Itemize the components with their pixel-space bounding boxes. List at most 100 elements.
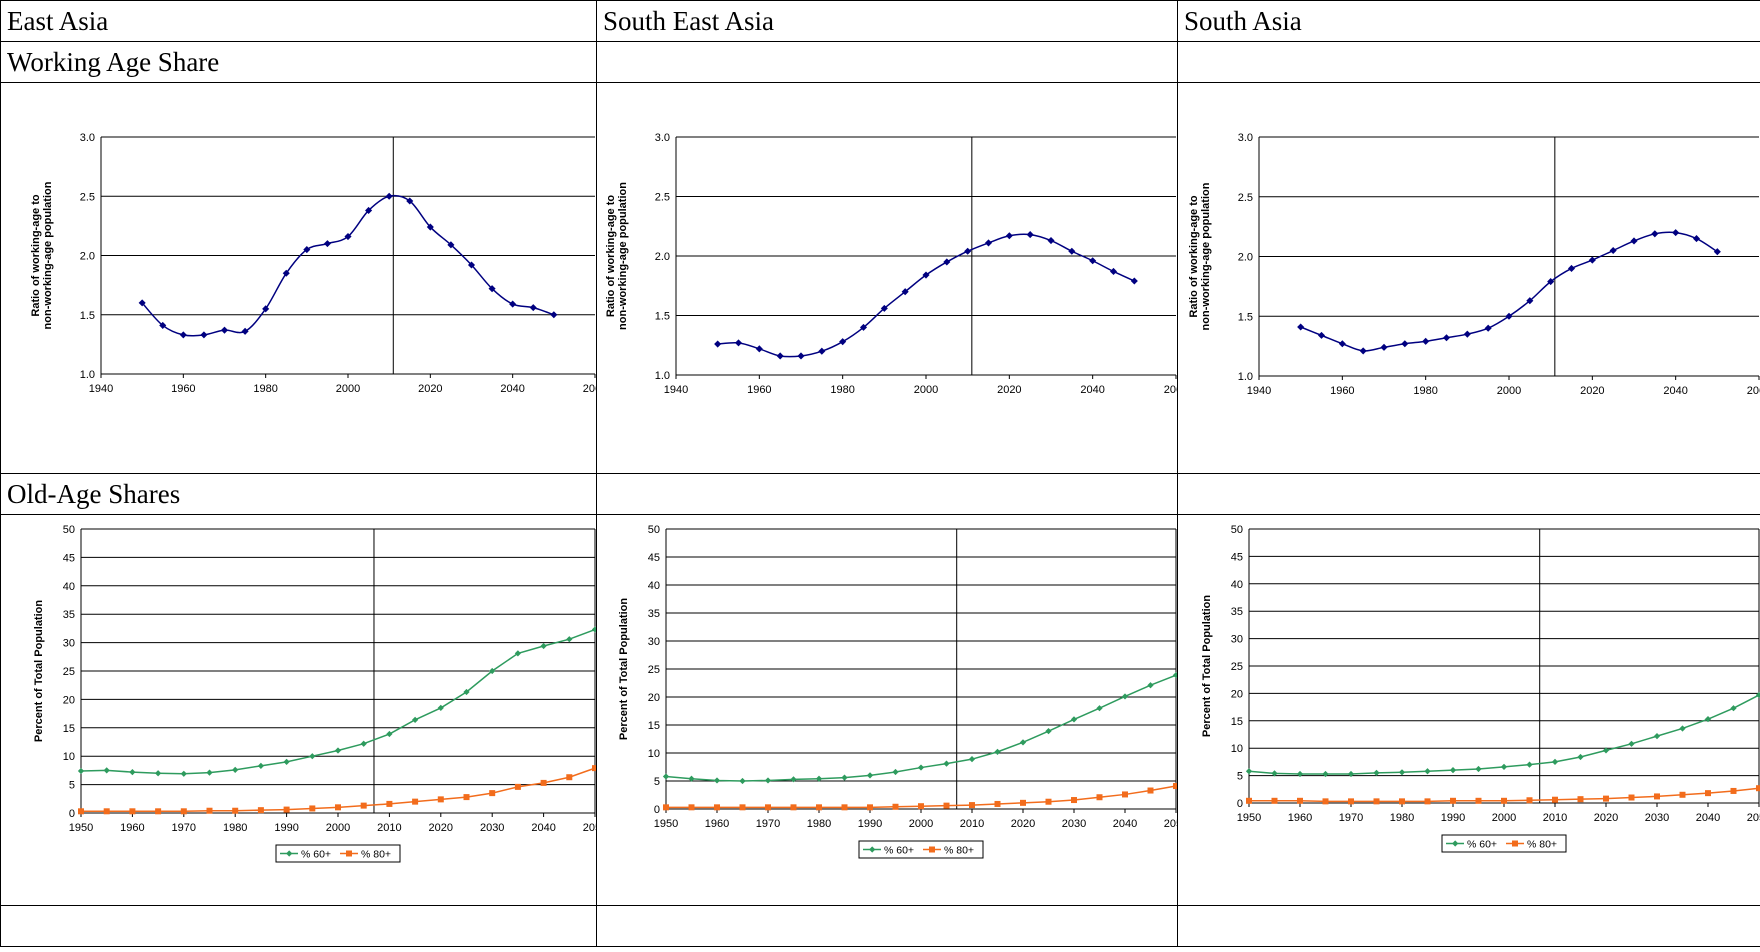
data-point: [1359, 347, 1367, 355]
data-point: [385, 192, 393, 200]
x-tick-label: 2000: [326, 822, 350, 834]
data-point: [968, 756, 976, 763]
data-point: [591, 626, 596, 633]
data-point: [892, 803, 899, 810]
y-tick-label: 3.0: [80, 132, 95, 144]
data-point: [411, 716, 419, 723]
x-tick-label: 1960: [705, 818, 729, 830]
data-point: [1424, 798, 1431, 805]
data-point: [1045, 798, 1052, 805]
data-point: [360, 740, 367, 747]
data-point: [1679, 725, 1686, 732]
data-point: [1147, 787, 1154, 794]
x-tick-label: 1950: [1237, 812, 1261, 824]
data-point: [1609, 246, 1617, 255]
legend-swatch-marker: [929, 846, 935, 853]
y-axis-label: Percent of Total Population: [1201, 595, 1213, 737]
data-point: [179, 331, 187, 339]
data-point: [866, 772, 874, 779]
data-point: [734, 339, 743, 347]
x-tick-label: 2010: [377, 822, 401, 834]
x-tick-label: 1990: [858, 818, 882, 830]
x-tick-label: 1950: [654, 818, 678, 830]
data-point: [1630, 237, 1638, 245]
y-tick-label: 1.5: [1238, 311, 1253, 323]
data-point: [514, 783, 521, 790]
y-tick-label: 10: [63, 751, 75, 763]
data-point: [103, 808, 110, 815]
legend-label: % 60+: [884, 845, 914, 857]
y-tick-label: 0: [654, 804, 660, 816]
empty-cell: [596, 473, 1178, 515]
data-point: [1526, 797, 1533, 804]
data-point: [129, 808, 136, 815]
data-point: [1373, 769, 1380, 776]
data-point: [1096, 794, 1103, 801]
section-title: Working Age Share: [7, 47, 220, 77]
data-point: [540, 779, 547, 786]
data-point: [232, 766, 239, 773]
legend-label: % 80+: [1527, 839, 1557, 851]
x-tick-label: 2020: [418, 383, 442, 395]
empty-cell: [596, 41, 1178, 83]
series-line: [1300, 231, 1718, 352]
data-point: [1399, 798, 1405, 805]
legend-box: [858, 840, 984, 859]
y-tick-label: 40: [63, 581, 75, 593]
y-tick-label: 20: [63, 694, 75, 706]
data-point: [159, 321, 167, 329]
region-title: South Asia: [1184, 6, 1302, 36]
data-point: [1068, 247, 1076, 255]
chart-cell: 1.0 1.5 2.0 2.5 3.0 1940 1960 1980 2000 2020 2040 2…: [0, 82, 597, 474]
old-age-chart-south-east-asia: 0 5 10 15 20 25 30 35 40 45 50 1950 1960 1970 1980 1990…: [618, 524, 1177, 859]
old-age-chart-south-asia: 0 5 10 15 20 25 30 35 40 45 50 1950 1960 1970 1980 1990…: [1201, 524, 1760, 853]
data-point: [917, 764, 925, 771]
y-tick-label: 5: [69, 780, 75, 792]
data-point: [1755, 691, 1760, 699]
data-point: [1442, 334, 1451, 342]
data-point: [1567, 264, 1576, 272]
data-point: [1552, 796, 1558, 803]
data-point: [1070, 716, 1078, 723]
data-point: [1672, 229, 1680, 237]
data-point: [1651, 230, 1659, 238]
data-point: [180, 808, 187, 815]
data-point: [509, 300, 517, 308]
y-tick-label: 1.0: [655, 370, 670, 382]
data-point: [1348, 798, 1354, 805]
x-tick-label: 2020: [1594, 812, 1618, 824]
chart-cell: 1.0 1.5 2.0 2.5 3.0 1940 1960 1980 2000 2020 2040 2…: [1177, 82, 1760, 474]
data-point: [1045, 728, 1052, 735]
data-point: [739, 804, 746, 811]
data-point: [1401, 340, 1409, 348]
y-tick-label: 40: [648, 580, 660, 592]
data-point: [918, 803, 924, 810]
data-point: [1373, 798, 1380, 805]
y-tick-label: 1.5: [80, 310, 95, 322]
data-point: [138, 299, 146, 307]
data-point: [1501, 797, 1507, 804]
y-tick-label: 15: [63, 723, 75, 735]
data-point: [764, 777, 772, 784]
data-point: [232, 807, 239, 814]
data-point: [1730, 705, 1737, 712]
data-point: [1109, 267, 1118, 276]
data-point: [1297, 323, 1305, 331]
x-tick-label: 1940: [89, 383, 113, 395]
y-tick-label: 5: [1237, 771, 1243, 783]
x-tick-label: 1940: [1247, 385, 1271, 397]
x-tick-label: 2040: [1113, 818, 1137, 830]
data-point: [1422, 337, 1430, 345]
data-point: [1577, 796, 1584, 803]
data-point: [969, 802, 975, 809]
x-tick-label: 1960: [171, 383, 195, 395]
data-point: [309, 805, 316, 812]
data-point: [1271, 797, 1278, 804]
section-title: Old-Age Shares: [7, 479, 181, 509]
data-point: [1130, 277, 1138, 285]
y-tick-label: 10: [1231, 743, 1243, 755]
data-point: [755, 345, 763, 353]
data-point: [1730, 787, 1737, 794]
data-point: [323, 240, 331, 248]
x-tick-label: 2050: [1747, 812, 1760, 824]
